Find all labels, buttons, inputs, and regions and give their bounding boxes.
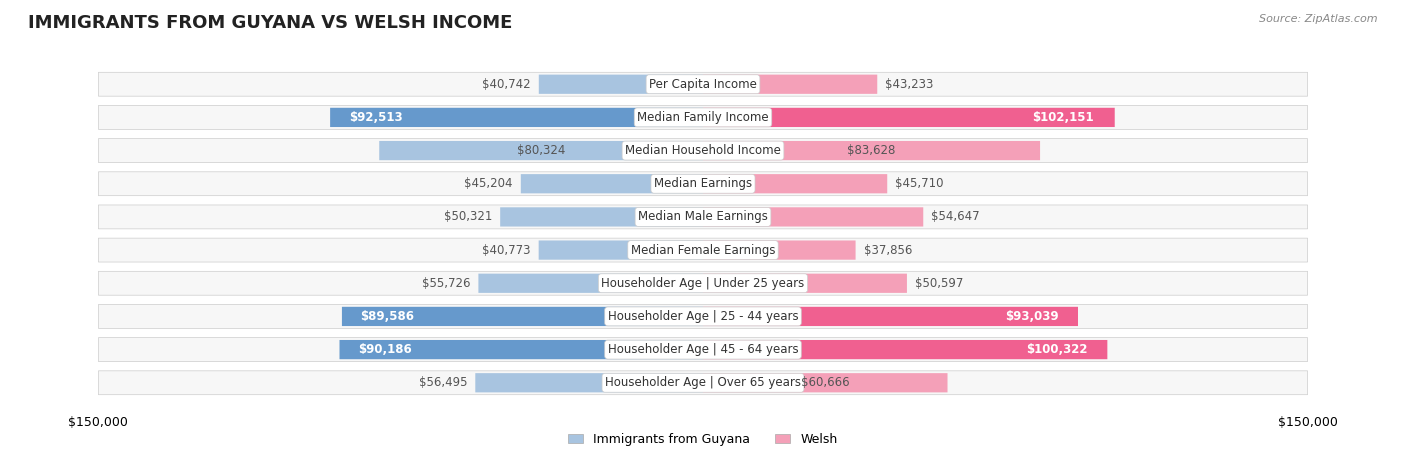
- Text: Median Earnings: Median Earnings: [654, 177, 752, 190]
- FancyBboxPatch shape: [703, 307, 1078, 326]
- FancyBboxPatch shape: [703, 373, 948, 392]
- Text: Householder Age | 45 - 64 years: Householder Age | 45 - 64 years: [607, 343, 799, 356]
- FancyBboxPatch shape: [703, 174, 887, 193]
- FancyBboxPatch shape: [342, 307, 703, 326]
- FancyBboxPatch shape: [703, 207, 924, 226]
- Text: Median Household Income: Median Household Income: [626, 144, 780, 157]
- FancyBboxPatch shape: [98, 106, 1308, 129]
- FancyBboxPatch shape: [703, 75, 877, 94]
- FancyBboxPatch shape: [380, 141, 703, 160]
- FancyBboxPatch shape: [98, 271, 1308, 295]
- Text: $102,151: $102,151: [1032, 111, 1094, 124]
- Text: $40,742: $40,742: [482, 78, 530, 91]
- FancyBboxPatch shape: [339, 340, 703, 359]
- Text: $50,597: $50,597: [915, 277, 963, 290]
- FancyBboxPatch shape: [98, 238, 1308, 262]
- Text: $45,710: $45,710: [896, 177, 943, 190]
- FancyBboxPatch shape: [98, 205, 1308, 229]
- Text: $60,666: $60,666: [801, 376, 849, 389]
- Text: Source: ZipAtlas.com: Source: ZipAtlas.com: [1260, 14, 1378, 24]
- Text: $40,773: $40,773: [482, 244, 530, 256]
- FancyBboxPatch shape: [475, 373, 703, 392]
- Legend: Immigrants from Guyana, Welsh: Immigrants from Guyana, Welsh: [564, 428, 842, 451]
- Text: $83,628: $83,628: [848, 144, 896, 157]
- Text: $56,495: $56,495: [419, 376, 467, 389]
- Text: Per Capita Income: Per Capita Income: [650, 78, 756, 91]
- Text: Median Female Earnings: Median Female Earnings: [631, 244, 775, 256]
- FancyBboxPatch shape: [703, 108, 1115, 127]
- Text: $50,321: $50,321: [444, 211, 492, 223]
- FancyBboxPatch shape: [501, 207, 703, 226]
- Text: $80,324: $80,324: [517, 144, 565, 157]
- FancyBboxPatch shape: [98, 139, 1308, 163]
- Text: $89,586: $89,586: [360, 310, 413, 323]
- FancyBboxPatch shape: [98, 172, 1308, 196]
- FancyBboxPatch shape: [538, 75, 703, 94]
- FancyBboxPatch shape: [538, 241, 703, 260]
- Text: $100,322: $100,322: [1025, 343, 1087, 356]
- Text: Householder Age | Under 25 years: Householder Age | Under 25 years: [602, 277, 804, 290]
- FancyBboxPatch shape: [98, 304, 1308, 328]
- Text: $55,726: $55,726: [422, 277, 471, 290]
- FancyBboxPatch shape: [520, 174, 703, 193]
- Text: Median Family Income: Median Family Income: [637, 111, 769, 124]
- FancyBboxPatch shape: [98, 72, 1308, 96]
- Text: $37,856: $37,856: [863, 244, 912, 256]
- FancyBboxPatch shape: [98, 338, 1308, 361]
- FancyBboxPatch shape: [478, 274, 703, 293]
- Text: $43,233: $43,233: [886, 78, 934, 91]
- FancyBboxPatch shape: [98, 371, 1308, 395]
- Text: Median Male Earnings: Median Male Earnings: [638, 211, 768, 223]
- Text: $93,039: $93,039: [1005, 310, 1059, 323]
- Text: IMMIGRANTS FROM GUYANA VS WELSH INCOME: IMMIGRANTS FROM GUYANA VS WELSH INCOME: [28, 14, 513, 32]
- Text: $45,204: $45,204: [464, 177, 513, 190]
- FancyBboxPatch shape: [703, 141, 1040, 160]
- FancyBboxPatch shape: [703, 340, 1108, 359]
- Text: Householder Age | Over 65 years: Householder Age | Over 65 years: [605, 376, 801, 389]
- Text: Householder Age | 25 - 44 years: Householder Age | 25 - 44 years: [607, 310, 799, 323]
- FancyBboxPatch shape: [703, 274, 907, 293]
- Text: $54,647: $54,647: [931, 211, 980, 223]
- Text: $92,513: $92,513: [349, 111, 402, 124]
- Text: $90,186: $90,186: [357, 343, 412, 356]
- FancyBboxPatch shape: [330, 108, 703, 127]
- FancyBboxPatch shape: [703, 241, 856, 260]
